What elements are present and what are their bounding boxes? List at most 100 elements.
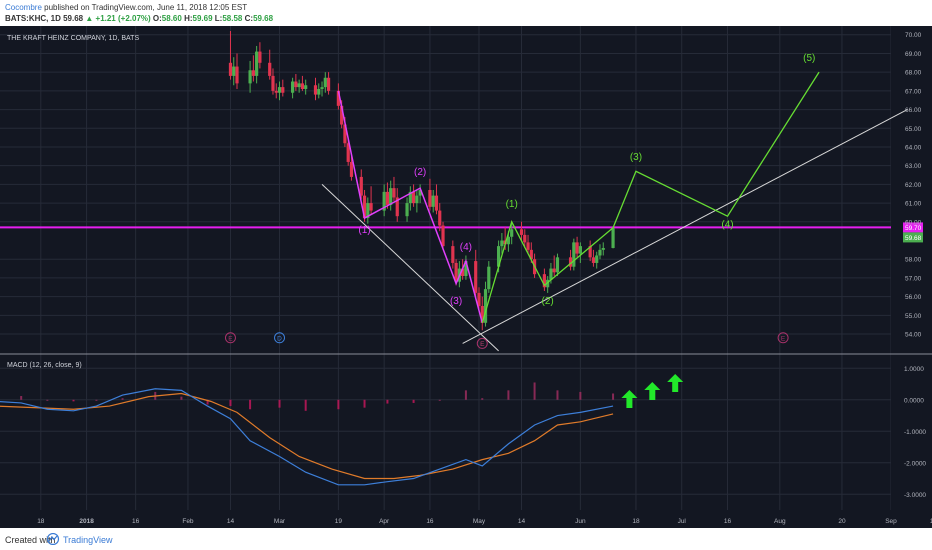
up-arrow-icon <box>667 374 684 392</box>
candle-body <box>601 247 605 250</box>
price-tick-label: 57.00 <box>905 275 922 282</box>
x-tick-label: 14 <box>227 518 235 525</box>
candle-body <box>300 83 305 89</box>
macd-title: MACD (12, 26, close, 9) <box>7 362 82 369</box>
macd-histogram-bar <box>46 399 49 401</box>
price-pane: 59.70 59.68 (1) (2) (3) (4) E (1) (2) (3) (4) (5) E D… <box>0 31 923 352</box>
macd-histogram-bar <box>556 390 559 400</box>
candle-body <box>411 191 416 204</box>
event-marker-label: E <box>781 335 786 342</box>
candle-body <box>474 261 478 293</box>
candle-body <box>258 51 262 63</box>
candle-body <box>415 195 419 204</box>
macd-histogram-bar <box>180 396 183 400</box>
candle-body <box>317 88 321 95</box>
published-text: published on TradingView.com, June 11, 2… <box>44 3 248 12</box>
candle-body <box>542 274 546 288</box>
low-label: L: <box>214 14 223 23</box>
chart-canvas[interactable]: 59.70 59.68 (1) (2) (3) (4) E (1) (2) (3) (4) (5) E D… <box>0 26 932 528</box>
candle-body <box>611 227 615 248</box>
x-tick-label: 18 <box>632 518 640 525</box>
candle-body <box>385 191 390 205</box>
candle-body <box>392 188 396 198</box>
green-wave-label: (2) <box>542 296 554 307</box>
candle-body <box>232 66 236 76</box>
candle-body <box>248 70 252 84</box>
candle-body <box>271 75 275 91</box>
x-tick-label: Apr <box>379 518 390 525</box>
candle-body <box>346 143 350 162</box>
candle-body <box>428 190 432 207</box>
trendline <box>462 109 908 344</box>
created-with-text: Created with <box>5 535 56 545</box>
candle-body <box>281 87 285 93</box>
macd-histogram-bar <box>464 390 467 400</box>
last-price-badge <box>903 232 923 243</box>
up-arrow-icon <box>621 390 638 408</box>
price-tick-label: 61.00 <box>905 201 922 208</box>
macd-tick-label: 1.0000 <box>904 366 924 373</box>
price-tick-label: 64.00 <box>905 144 922 151</box>
x-tick-label: 16 <box>132 518 140 525</box>
green-wave-line <box>481 71 820 323</box>
candle-body <box>268 62 272 76</box>
last-price-text: 59.68 <box>905 235 922 242</box>
macd-histogram-bar <box>438 399 441 401</box>
macd-tick-label: -2.0000 <box>904 460 926 467</box>
candle-body <box>431 195 435 207</box>
macd-histogram-bar <box>579 391 582 400</box>
purple-wave-label: (3) <box>450 296 462 307</box>
x-tick-label: Mar <box>274 518 286 525</box>
x-tick-label: May <box>473 518 486 525</box>
ohlc-line: BATS:KHC, 1D 59.68 ▲ +1.21 (+2.07%) O:58… <box>5 14 273 24</box>
x-tick-label: Jun <box>575 518 586 525</box>
candle-body <box>480 305 484 323</box>
candle-body <box>294 81 298 88</box>
candle-body <box>451 246 455 263</box>
purple-wave-label: (4) <box>460 242 472 253</box>
publish-line: Cocombre published on TradingView.com, J… <box>5 3 247 13</box>
event-marker-label: D <box>277 335 282 342</box>
x-tick-label: 16 <box>724 518 732 525</box>
close-label: C: <box>244 14 254 23</box>
candle-body <box>297 83 301 88</box>
candle-body <box>228 62 233 76</box>
tradingview-link[interactable]: TradingView <box>63 535 113 545</box>
purple-wave-line <box>337 90 483 324</box>
candle-body <box>362 195 367 219</box>
macd-histogram-bar <box>612 393 615 400</box>
price-tick-label: 69.00 <box>905 51 922 58</box>
low-value: 58.58 <box>222 14 243 23</box>
grid <box>0 26 892 510</box>
price-tick-label: 63.00 <box>905 163 922 170</box>
price-axis[interactable] <box>891 26 932 510</box>
candle-body <box>359 176 363 196</box>
macd-histogram-bar <box>533 382 536 400</box>
price-tick-label: 60.00 <box>905 219 922 226</box>
earnings-marker <box>777 332 789 344</box>
candle-body <box>441 225 445 247</box>
macd-histogram-bar <box>206 399 209 405</box>
x-tick-label: Sep <box>885 518 897 525</box>
price-tick-label: 56.00 <box>905 294 922 301</box>
macd-tick-label: 0.0000 <box>904 397 924 404</box>
macd-histogram-bar <box>121 398 124 400</box>
author-link[interactable]: Cocombre <box>5 3 42 12</box>
macd-histogram-bar <box>95 399 98 401</box>
purple-wave-label: (1) <box>358 225 370 236</box>
price-tick-label: 67.00 <box>905 88 922 95</box>
candle-body <box>274 90 278 93</box>
candle-body <box>510 229 514 237</box>
candle-body <box>251 70 255 76</box>
x-tick-label: 19 <box>335 518 343 525</box>
candle-body <box>438 210 442 226</box>
macd-histogram-bar <box>249 399 252 410</box>
candle-body <box>369 203 373 211</box>
macd-histogram-bar <box>278 399 281 408</box>
candle-body <box>552 268 556 273</box>
candle-body <box>529 249 533 260</box>
x-tick-label: 18 <box>37 518 45 525</box>
price-tick-label: 55.00 <box>905 313 922 320</box>
candle-body <box>277 87 282 93</box>
time-axis[interactable] <box>0 510 932 528</box>
